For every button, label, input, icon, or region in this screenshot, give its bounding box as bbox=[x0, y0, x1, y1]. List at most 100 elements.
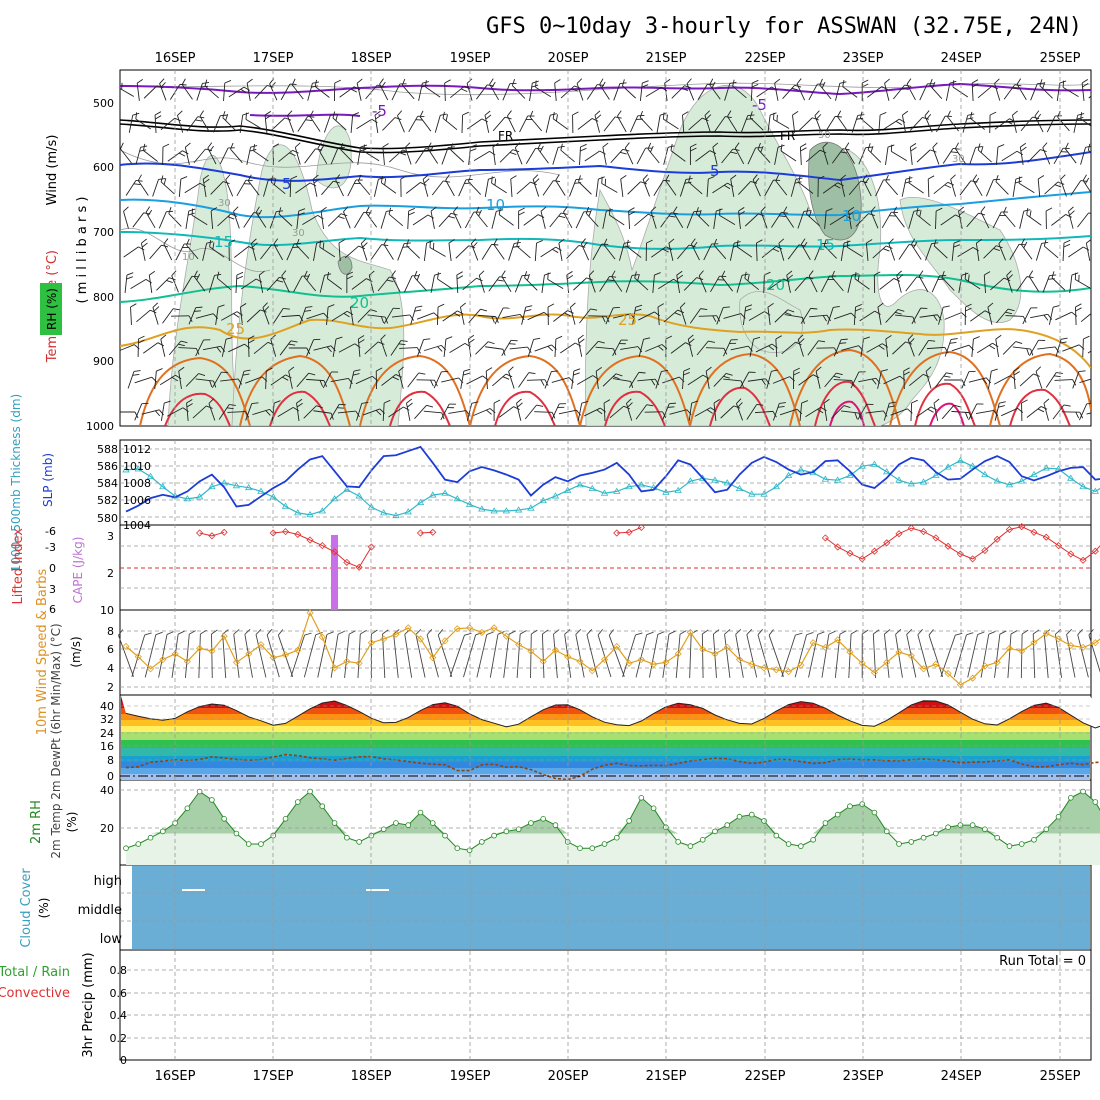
slp-frame bbox=[119, 439, 1092, 526]
wind-barb bbox=[356, 78, 363, 101]
wind-barb bbox=[354, 211, 371, 228]
data-point bbox=[1091, 639, 1099, 647]
wind-barb bbox=[909, 373, 930, 387]
data-point bbox=[686, 628, 694, 637]
wind-barb bbox=[924, 110, 933, 133]
wind-barb bbox=[541, 272, 551, 293]
wind-barb bbox=[397, 242, 411, 261]
wind-barb bbox=[442, 310, 464, 322]
data-point bbox=[601, 841, 608, 847]
wind-barb bbox=[245, 402, 259, 421]
wind-barb bbox=[347, 179, 363, 197]
data-point bbox=[454, 845, 461, 851]
wind-barb bbox=[688, 175, 703, 195]
wind-barb bbox=[288, 366, 295, 389]
wind-barb bbox=[663, 309, 685, 323]
wind-barb bbox=[605, 307, 620, 325]
wind-barb bbox=[909, 143, 917, 165]
wind-barb bbox=[464, 211, 481, 229]
wind-barb bbox=[235, 271, 244, 294]
wind-barb bbox=[1035, 366, 1043, 389]
wind-barb bbox=[1026, 208, 1042, 226]
wind-barb bbox=[468, 174, 482, 195]
cape-tick: 3 bbox=[107, 530, 114, 543]
wind-barb bbox=[639, 80, 649, 101]
wind-barb bbox=[527, 337, 541, 357]
wind-barb bbox=[761, 245, 783, 259]
wind-barb bbox=[774, 309, 795, 323]
data-point bbox=[306, 536, 314, 544]
wind-barb bbox=[738, 207, 745, 229]
wind-barb bbox=[995, 175, 1009, 195]
wind-barb bbox=[704, 110, 712, 133]
wind-barb bbox=[1027, 149, 1047, 163]
wind-barb bbox=[798, 175, 814, 194]
wind-barb bbox=[1043, 239, 1059, 259]
wind-barb bbox=[952, 80, 969, 98]
wind-barb bbox=[585, 340, 605, 355]
wind-barb bbox=[1052, 404, 1071, 420]
wind-barb bbox=[534, 240, 543, 262]
wind-barb bbox=[236, 179, 253, 197]
wind-barb bbox=[516, 239, 531, 259]
wind-barb bbox=[216, 271, 232, 291]
wind-barb bbox=[130, 303, 137, 326]
data-point bbox=[160, 828, 166, 835]
data-point bbox=[784, 471, 793, 478]
wind-barb bbox=[357, 174, 371, 196]
data-point bbox=[895, 476, 903, 483]
wind-barb bbox=[730, 174, 737, 197]
wind-barb bbox=[781, 632, 803, 678]
wind-barb bbox=[588, 270, 596, 293]
data-point bbox=[367, 543, 375, 551]
wind-barb bbox=[918, 340, 936, 356]
wind-barb bbox=[540, 246, 562, 258]
contour-label: 20 bbox=[350, 294, 369, 312]
data-point bbox=[134, 653, 142, 661]
wind-barb bbox=[233, 629, 240, 678]
wind-barb bbox=[698, 315, 721, 322]
wind-barb bbox=[822, 142, 829, 165]
data-point bbox=[662, 488, 670, 495]
wind-barb bbox=[942, 148, 960, 164]
data-point bbox=[1030, 528, 1038, 536]
wind-barb bbox=[171, 315, 193, 322]
wind-barb bbox=[186, 399, 193, 422]
data-point bbox=[675, 839, 681, 845]
wind-barb bbox=[768, 278, 790, 290]
data-point bbox=[821, 643, 829, 651]
wind-barb bbox=[1080, 145, 1091, 165]
wind-barb bbox=[228, 239, 236, 262]
rh2m-label: 2m RH bbox=[29, 800, 44, 844]
data-point bbox=[760, 664, 768, 672]
wind-barb bbox=[945, 80, 957, 101]
wind-barb bbox=[713, 238, 727, 260]
wind-barb bbox=[860, 336, 870, 357]
wind-barb bbox=[288, 347, 311, 355]
wind-barb bbox=[985, 178, 1001, 197]
wind-barb bbox=[168, 340, 188, 356]
data-point bbox=[1006, 843, 1013, 849]
data-point bbox=[723, 479, 731, 486]
wind-barb bbox=[1011, 110, 1018, 133]
data-point bbox=[797, 466, 805, 473]
wind-barb bbox=[467, 334, 475, 357]
wind-barb bbox=[935, 207, 943, 230]
slp-tick: 1008 bbox=[123, 477, 151, 490]
wind-barb bbox=[544, 370, 559, 389]
li-tick: 3 bbox=[49, 583, 56, 596]
contour-label: FR bbox=[498, 129, 513, 143]
data-point bbox=[294, 646, 302, 654]
wind-barb bbox=[586, 84, 605, 100]
wind-barb bbox=[577, 334, 585, 357]
wind-barb bbox=[689, 308, 708, 324]
wind-barb bbox=[398, 366, 404, 389]
wind-barb bbox=[418, 81, 429, 101]
data-point bbox=[465, 500, 474, 507]
wind-barb bbox=[648, 631, 665, 678]
wind-barb bbox=[1085, 238, 1091, 261]
data-point bbox=[822, 820, 829, 826]
wind-barb bbox=[877, 369, 888, 389]
data-point bbox=[1091, 487, 1100, 494]
data-point bbox=[1067, 641, 1075, 650]
